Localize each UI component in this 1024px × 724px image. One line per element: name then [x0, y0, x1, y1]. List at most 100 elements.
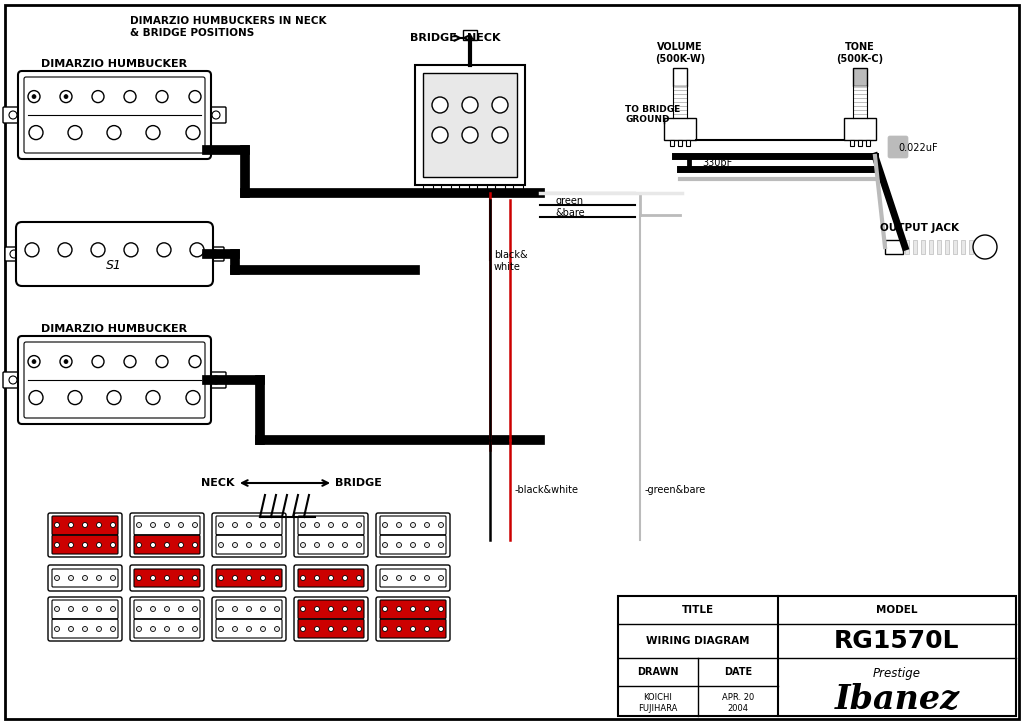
- Circle shape: [396, 523, 401, 528]
- Circle shape: [157, 243, 171, 257]
- Circle shape: [218, 607, 223, 612]
- Circle shape: [111, 607, 116, 612]
- Circle shape: [425, 542, 429, 547]
- FancyBboxPatch shape: [212, 565, 286, 591]
- Bar: [977, 240, 981, 254]
- Circle shape: [136, 607, 141, 612]
- Circle shape: [300, 607, 305, 612]
- FancyBboxPatch shape: [376, 597, 450, 641]
- FancyBboxPatch shape: [3, 372, 23, 388]
- Circle shape: [28, 90, 40, 103]
- FancyBboxPatch shape: [212, 597, 286, 641]
- FancyBboxPatch shape: [380, 600, 446, 619]
- Circle shape: [300, 542, 305, 547]
- Circle shape: [396, 626, 401, 631]
- Circle shape: [151, 542, 156, 547]
- Bar: [670, 140, 674, 146]
- Circle shape: [329, 542, 334, 547]
- Text: -green&bare: -green&bare: [645, 485, 707, 495]
- Text: OUTPUT JACK: OUTPUT JACK: [881, 223, 959, 233]
- Text: DIMARZIO HUMBUCKER: DIMARZIO HUMBUCKER: [41, 59, 187, 69]
- FancyBboxPatch shape: [134, 569, 200, 587]
- Circle shape: [438, 576, 443, 581]
- Circle shape: [96, 542, 101, 547]
- Text: MODEL: MODEL: [877, 605, 918, 615]
- Circle shape: [383, 542, 387, 547]
- Circle shape: [432, 97, 449, 113]
- Circle shape: [92, 90, 104, 103]
- Text: BRIDGE: BRIDGE: [411, 33, 457, 43]
- Bar: [415, 65, 525, 185]
- Circle shape: [329, 576, 334, 581]
- Circle shape: [462, 97, 478, 113]
- Circle shape: [300, 626, 305, 631]
- Bar: [953, 240, 957, 254]
- FancyBboxPatch shape: [216, 619, 282, 638]
- Bar: [844, 118, 876, 140]
- Circle shape: [25, 243, 39, 257]
- Text: 330pF: 330pF: [702, 158, 732, 168]
- Circle shape: [329, 626, 334, 631]
- Bar: [678, 140, 682, 146]
- Circle shape: [193, 626, 198, 631]
- Circle shape: [356, 607, 361, 612]
- Circle shape: [28, 355, 40, 368]
- Circle shape: [9, 376, 17, 384]
- Circle shape: [69, 607, 74, 612]
- Circle shape: [178, 523, 183, 528]
- Circle shape: [190, 243, 204, 257]
- Text: S1: S1: [106, 259, 122, 272]
- Circle shape: [232, 576, 238, 581]
- Circle shape: [60, 355, 72, 368]
- Text: -black&white: -black&white: [515, 485, 579, 495]
- Circle shape: [342, 626, 347, 631]
- FancyBboxPatch shape: [130, 513, 204, 557]
- FancyBboxPatch shape: [298, 535, 364, 554]
- Circle shape: [54, 576, 59, 581]
- Text: Ibanez: Ibanez: [835, 683, 959, 717]
- Circle shape: [193, 542, 198, 547]
- Bar: [858, 140, 862, 146]
- Circle shape: [54, 607, 59, 612]
- Circle shape: [91, 243, 105, 257]
- Circle shape: [329, 607, 334, 612]
- Circle shape: [58, 243, 72, 257]
- FancyBboxPatch shape: [206, 247, 224, 261]
- Text: APR. 20
2004: APR. 20 2004: [722, 694, 754, 712]
- Circle shape: [973, 235, 997, 259]
- Circle shape: [60, 90, 72, 103]
- FancyBboxPatch shape: [134, 619, 200, 638]
- Circle shape: [232, 607, 238, 612]
- FancyBboxPatch shape: [380, 516, 446, 535]
- Circle shape: [396, 607, 401, 612]
- Bar: [673, 68, 687, 86]
- Bar: [618, 596, 1016, 716]
- FancyBboxPatch shape: [888, 136, 908, 158]
- Bar: [937, 240, 941, 254]
- Circle shape: [274, 542, 280, 547]
- FancyBboxPatch shape: [48, 597, 122, 641]
- Bar: [495, 185, 505, 193]
- Bar: [866, 140, 870, 146]
- FancyBboxPatch shape: [206, 372, 226, 388]
- Circle shape: [260, 523, 265, 528]
- Circle shape: [274, 607, 280, 612]
- FancyBboxPatch shape: [3, 107, 23, 123]
- Bar: [850, 140, 854, 146]
- Circle shape: [54, 523, 59, 528]
- Circle shape: [314, 542, 319, 547]
- Circle shape: [232, 542, 238, 547]
- Circle shape: [492, 127, 508, 143]
- FancyBboxPatch shape: [380, 619, 446, 638]
- Circle shape: [356, 576, 361, 581]
- Circle shape: [186, 125, 200, 140]
- Circle shape: [83, 576, 87, 581]
- Circle shape: [151, 576, 156, 581]
- Circle shape: [218, 523, 223, 528]
- Bar: [423, 185, 433, 193]
- Bar: [513, 185, 523, 193]
- Circle shape: [63, 360, 68, 363]
- Circle shape: [83, 626, 87, 631]
- Circle shape: [300, 523, 305, 528]
- Circle shape: [83, 607, 87, 612]
